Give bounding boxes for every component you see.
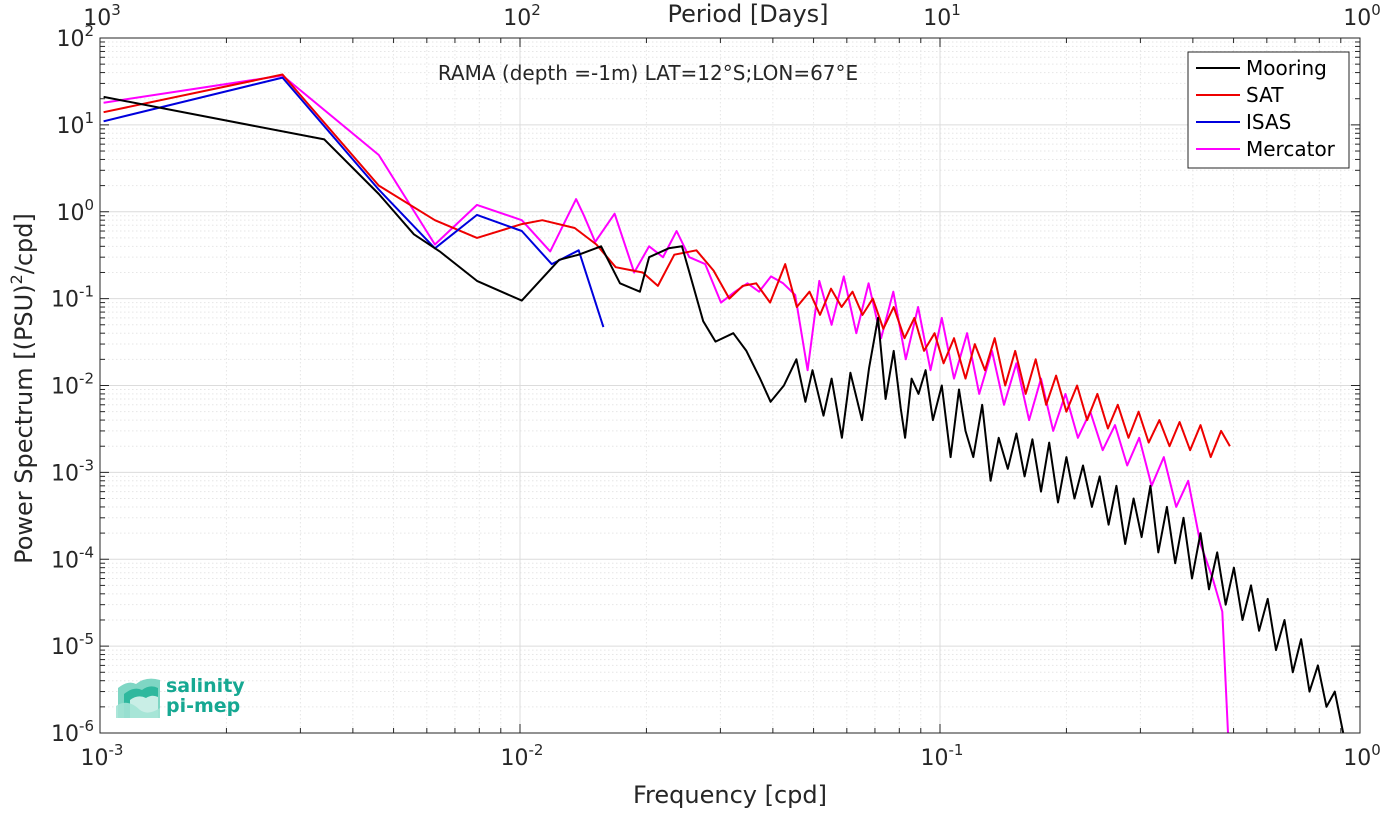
- y-tick-label-exponent: -3: [79, 456, 94, 474]
- y-tick-label: 10-6: [51, 717, 94, 747]
- series-line-mercator: [103, 74, 1229, 734]
- y-tick-label: 102: [56, 22, 94, 52]
- y-tick-label-base: 10: [51, 288, 79, 313]
- top-tick-label-base: 10: [83, 6, 111, 31]
- legend: Mooring SAT ISAS Mercator: [1187, 51, 1350, 169]
- top-tick-label-exponent: 3: [111, 1, 121, 19]
- logo-wave-icon: [116, 678, 160, 718]
- top-tick-label: 102: [503, 1, 541, 31]
- x-tick-label-exponent: 0: [1371, 741, 1381, 759]
- top-tick-label-base: 10: [503, 6, 531, 31]
- logo-text-line2: pi-mep: [166, 695, 240, 717]
- y-tick-label-exponent: -4: [79, 543, 94, 561]
- y-tick-label-exponent: -5: [79, 630, 94, 648]
- top-tick-label: 101: [923, 1, 961, 31]
- y-tick-label-base: 10: [56, 114, 84, 139]
- y-tick-label-base: 10: [51, 375, 79, 400]
- series-line-mooring: [103, 95, 1345, 734]
- y-tick-label: 10-4: [51, 543, 94, 573]
- x-tick-label-base: 10: [1343, 746, 1371, 771]
- y-tick-label: 101: [56, 109, 94, 139]
- x-tick-label: 10-3: [81, 741, 124, 771]
- x-axis-title: Frequency [cpd]: [633, 781, 827, 809]
- x-tick-label-exponent: -3: [109, 741, 124, 759]
- x-tick-label: 10-2: [501, 741, 544, 771]
- y-tick-label-base: 10: [51, 722, 79, 747]
- x-tick-label: 100: [1343, 741, 1381, 771]
- y-tick-label-exponent: -2: [79, 370, 94, 388]
- y-tick-label-exponent: -1: [79, 283, 94, 301]
- salinity-pi-mep-logo: salinity pi-mep: [116, 675, 245, 718]
- y-axis-title-after: /cpd]: [10, 213, 38, 274]
- top-tick-label-exponent: 0: [1371, 1, 1381, 19]
- y-tick-label-base: 10: [51, 461, 79, 486]
- top-tick-label: 100: [1343, 1, 1381, 31]
- top-tick-label-base: 10: [923, 6, 951, 31]
- series-layer: [103, 73, 1345, 734]
- y-tick-label-exponent: -6: [79, 717, 94, 735]
- x-tick-label: 10-1: [921, 741, 964, 771]
- y-tick-label: 10-5: [51, 630, 94, 660]
- chart-annotation: RAMA (depth =-1m) LAT=12°S;LON=67°E: [438, 61, 858, 85]
- legend-label-mercator: Mercator: [1246, 137, 1336, 161]
- y-tick-label-base: 10: [51, 635, 79, 660]
- axis-ticks: [99, 37, 1361, 734]
- top-tick-label-exponent: 1: [951, 1, 961, 19]
- y-tick-label-exponent: 0: [84, 196, 94, 214]
- legend-label-sat: SAT: [1246, 83, 1284, 107]
- x-tick-label-base: 10: [921, 746, 949, 771]
- series-line-isas: [103, 76, 605, 328]
- x-tick-label-base: 10: [81, 746, 109, 771]
- top-tick-label-base: 10: [1343, 6, 1371, 31]
- y-tick-label-base: 10: [56, 27, 84, 52]
- y-tick-label: 10-2: [51, 370, 94, 400]
- legend-label-mooring: Mooring: [1246, 56, 1327, 80]
- y-axis-title-before: Power Spectrum [(PSU): [10, 284, 38, 563]
- top-axis-title: Period [Days]: [667, 0, 828, 28]
- y-tick-label: 10-3: [51, 456, 94, 486]
- x-tick-label-exponent: -1: [949, 741, 964, 759]
- y-tick-label-exponent: 1: [84, 109, 94, 127]
- y-tick-label-base: 10: [51, 548, 79, 573]
- top-tick-label: 103: [83, 1, 121, 31]
- y-axis-title-superscript: 2: [7, 274, 26, 284]
- x-tick-label-exponent: -2: [529, 741, 544, 759]
- y-tick-label-exponent: 2: [84, 22, 94, 40]
- y-tick-label: 100: [56, 196, 94, 226]
- logo-text-line1: salinity: [166, 675, 245, 697]
- series-line-sat: [103, 73, 1231, 459]
- x-tick-label-base: 10: [501, 746, 529, 771]
- y-axis-title: Power Spectrum [(PSU)2/cpd]: [7, 213, 38, 564]
- y-tick-label: 10-1: [51, 283, 94, 313]
- legend-label-isas: ISAS: [1246, 110, 1291, 134]
- top-tick-label-exponent: 2: [531, 1, 541, 19]
- y-tick-label-base: 10: [56, 201, 84, 226]
